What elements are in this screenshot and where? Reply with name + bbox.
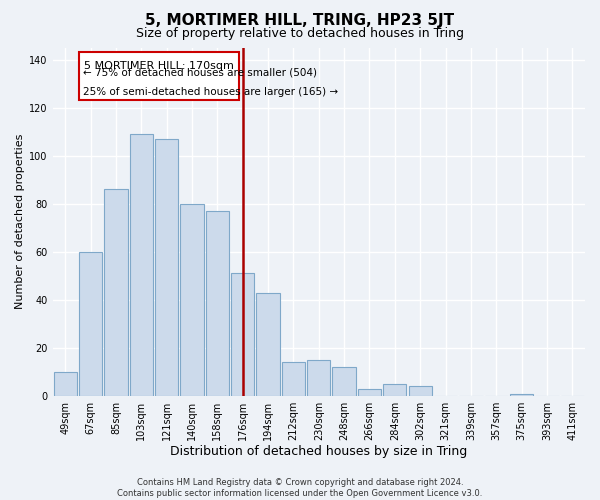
Bar <box>231 274 254 396</box>
Text: Contains HM Land Registry data © Crown copyright and database right 2024.
Contai: Contains HM Land Registry data © Crown c… <box>118 478 482 498</box>
Text: Size of property relative to detached houses in Tring: Size of property relative to detached ho… <box>136 28 464 40</box>
Bar <box>383 384 406 396</box>
Text: ← 75% of detached houses are smaller (504): ← 75% of detached houses are smaller (50… <box>83 68 317 78</box>
Bar <box>510 394 533 396</box>
X-axis label: Distribution of detached houses by size in Tring: Distribution of detached houses by size … <box>170 444 467 458</box>
Bar <box>79 252 102 396</box>
Bar <box>358 389 381 396</box>
Bar <box>206 211 229 396</box>
Bar <box>256 292 280 396</box>
Bar <box>307 360 331 396</box>
Bar <box>130 134 153 396</box>
Bar <box>282 362 305 396</box>
Bar <box>332 367 356 396</box>
Text: 5 MORTIMER HILL: 170sqm: 5 MORTIMER HILL: 170sqm <box>84 60 234 70</box>
Y-axis label: Number of detached properties: Number of detached properties <box>15 134 25 310</box>
Bar <box>181 204 203 396</box>
FancyBboxPatch shape <box>79 52 239 100</box>
Text: 25% of semi-detached houses are larger (165) →: 25% of semi-detached houses are larger (… <box>83 87 338 97</box>
Text: 5, MORTIMER HILL, TRING, HP23 5JT: 5, MORTIMER HILL, TRING, HP23 5JT <box>145 12 455 28</box>
Bar <box>104 190 128 396</box>
Bar <box>155 139 178 396</box>
Bar <box>53 372 77 396</box>
Bar <box>409 386 432 396</box>
